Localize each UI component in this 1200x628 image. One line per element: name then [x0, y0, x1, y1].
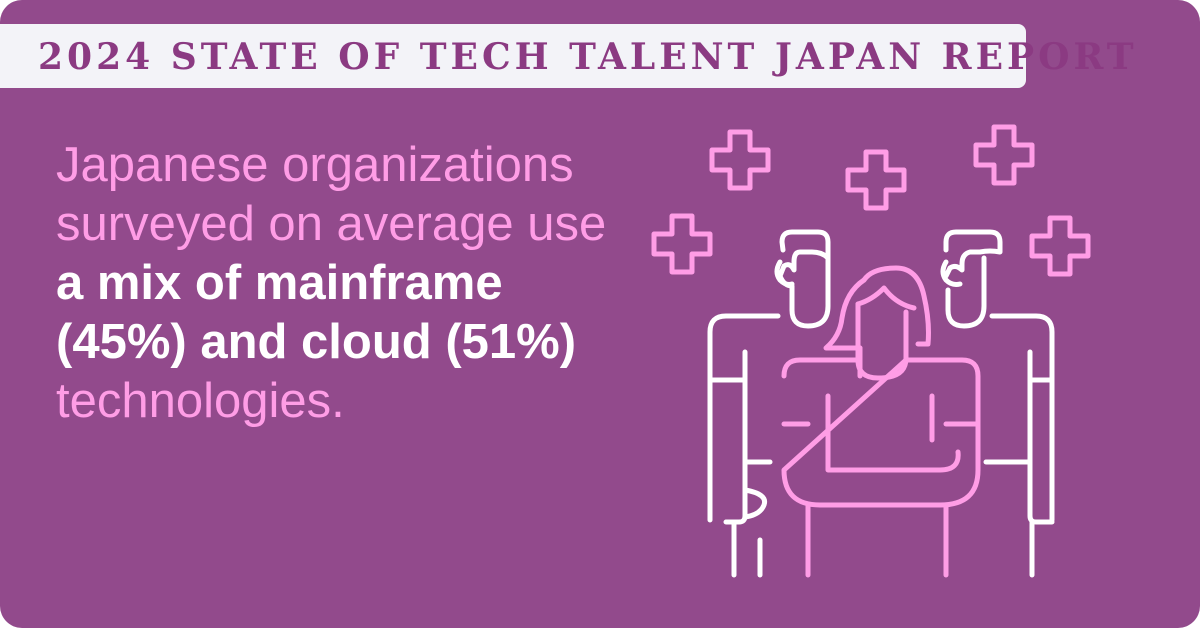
headline-emphasis: a mix of mainframe (45%) and cloud (51%) [56, 256, 577, 369]
headline-statement: Japanese organizations surveyed on avera… [56, 136, 616, 431]
report-title: 2024 STATE OF TECH TALENT JAPAN REPORT [38, 36, 1138, 78]
team-people-icon [651, 124, 1091, 578]
headline-lead: Japanese organizations surveyed on avera… [56, 138, 607, 251]
left-person-icon [707, 229, 831, 578]
right-person-icon [940, 229, 1055, 578]
report-banner: 2024 STATE OF TECH TALENT JAPAN REPORT [0, 24, 1134, 88]
plus-sparkle-icon [651, 124, 1091, 277]
headline-tail: technologies. [56, 374, 345, 428]
center-person-icon [781, 265, 981, 578]
